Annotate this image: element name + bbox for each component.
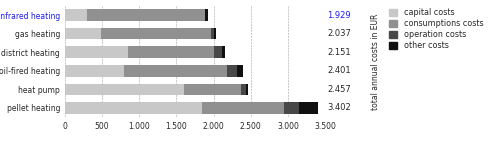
Bar: [65, 28, 100, 39]
Bar: [204, 9, 208, 21]
Text: 2.401: 2.401: [327, 66, 350, 75]
Bar: [65, 65, 124, 77]
Text: 3.402: 3.402: [327, 104, 351, 112]
Bar: [222, 46, 225, 58]
Bar: [65, 9, 88, 21]
Text: 2.457: 2.457: [327, 85, 351, 94]
Text: 1.929: 1.929: [327, 11, 350, 19]
Bar: [241, 84, 246, 95]
Text: 2.151: 2.151: [327, 48, 350, 57]
Text: total annual costs in EUR: total annual costs in EUR: [370, 13, 380, 110]
Bar: [246, 84, 248, 95]
Bar: [184, 84, 241, 95]
Bar: [236, 65, 244, 77]
Bar: [100, 28, 210, 39]
Bar: [124, 65, 227, 77]
Bar: [65, 102, 202, 114]
Bar: [202, 102, 284, 114]
Legend: capital costs, consumptions costs, operation costs, other costs: capital costs, consumptions costs, opera…: [389, 8, 483, 50]
Bar: [65, 46, 128, 58]
Bar: [299, 102, 318, 114]
Bar: [65, 84, 184, 95]
Bar: [128, 46, 214, 58]
Bar: [214, 28, 216, 39]
Bar: [210, 28, 214, 39]
Bar: [214, 46, 222, 58]
Bar: [227, 65, 236, 77]
Bar: [88, 9, 204, 21]
Text: 2.037: 2.037: [327, 29, 351, 38]
Bar: [284, 102, 299, 114]
